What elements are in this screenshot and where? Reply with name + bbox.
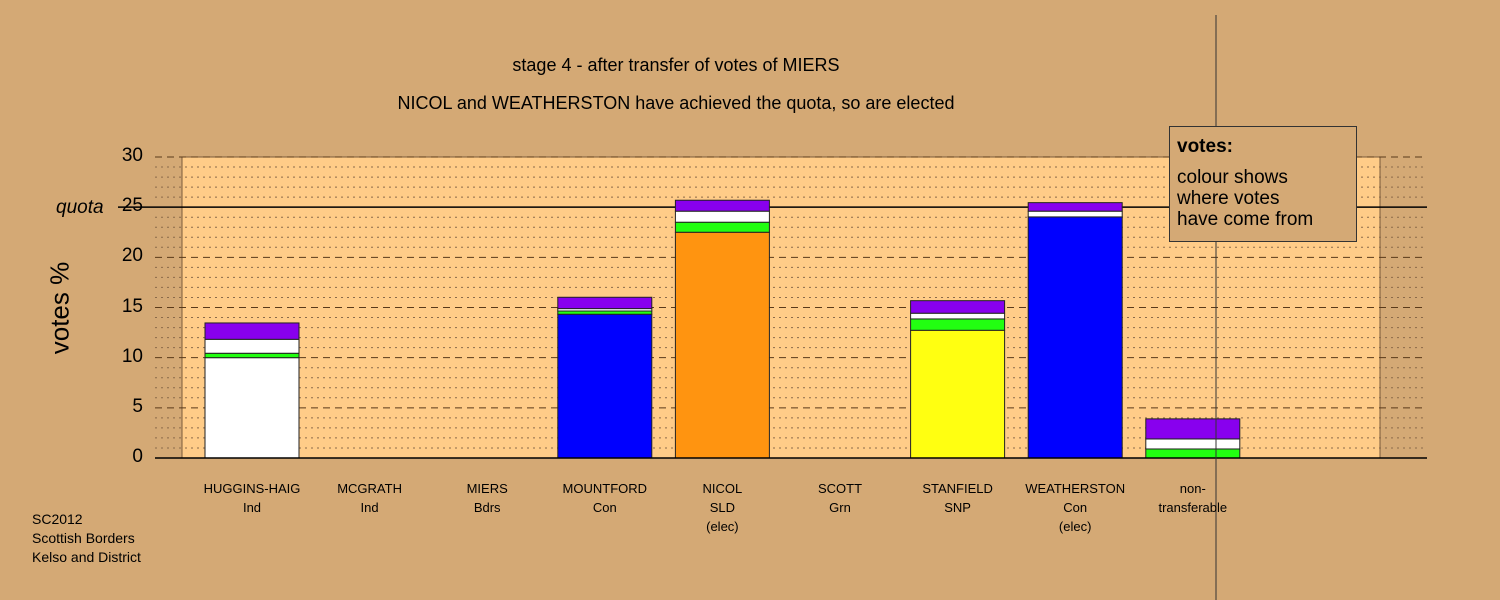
category-note: (elec) bbox=[706, 519, 739, 534]
bar-segment bbox=[204, 338, 300, 354]
bar-segment bbox=[910, 329, 1006, 459]
bar-segment bbox=[674, 210, 770, 223]
bar-segment bbox=[1027, 216, 1123, 459]
source-line: Kelso and District bbox=[32, 549, 141, 565]
category-party: SNP bbox=[944, 500, 971, 515]
y-tick-label: 20 bbox=[121, 245, 143, 267]
y-tick-label: 0 bbox=[132, 446, 143, 467]
bar-segment bbox=[204, 352, 300, 359]
y-tick-label: 10 bbox=[121, 345, 143, 367]
bar-segment bbox=[557, 313, 653, 459]
category-name: NICOL bbox=[702, 481, 743, 496]
bar-segment bbox=[204, 357, 300, 459]
category-name: WEATHERSTON bbox=[1025, 481, 1126, 496]
category-party: Ind bbox=[360, 500, 379, 515]
y-tick-label: 25 bbox=[121, 195, 143, 217]
y-tick-label: 15 bbox=[121, 295, 143, 317]
category-label: non-transferable bbox=[1133, 479, 1253, 517]
legend-heading: votes: bbox=[1177, 136, 1233, 157]
category-label: WEATHERSTON Con (elec) bbox=[1015, 479, 1135, 536]
bar-segment bbox=[557, 296, 653, 310]
y-tick-label: 30 bbox=[121, 145, 143, 166]
category-name: non- bbox=[1179, 481, 1206, 496]
category-party: SLD bbox=[709, 500, 736, 515]
source-note: SC2012 Scottish Borders Kelso and Distri… bbox=[32, 510, 141, 567]
category-party: Con bbox=[592, 500, 617, 515]
y-axis-label: votes % bbox=[44, 261, 75, 355]
category-label: SCOTT Grn bbox=[780, 479, 900, 517]
category-label: HUGGINS-HAIG Ind bbox=[192, 479, 312, 517]
legend-line: colour shows bbox=[1177, 167, 1288, 188]
quota-label: quota bbox=[56, 197, 104, 218]
bar-segment bbox=[910, 300, 1006, 314]
category-name: STANFIELD bbox=[922, 481, 993, 496]
legend-line: where votes bbox=[1177, 188, 1280, 209]
category-label: MCGRATH Ind bbox=[310, 479, 430, 517]
bar-segment bbox=[674, 231, 770, 459]
bar-segment bbox=[674, 221, 770, 233]
category-party: transferable bbox=[1158, 500, 1228, 515]
bar-segment bbox=[1145, 448, 1241, 459]
category-party: Grn bbox=[829, 500, 851, 515]
category-party: Ind bbox=[242, 500, 262, 515]
category-party: Bdrs bbox=[473, 500, 501, 515]
bar-segment bbox=[910, 312, 1006, 320]
chart-subtitle: NICOL and WEATHERSTON have achieved the … bbox=[397, 93, 955, 113]
legend: votes: colour shows where votes have com… bbox=[1169, 126, 1357, 242]
source-line: SC2012 bbox=[32, 511, 83, 527]
category-label: MIERS Bdrs bbox=[427, 479, 547, 517]
chart-title: stage 4 - after transfer of votes of MIE… bbox=[512, 55, 840, 75]
category-party: Con bbox=[1063, 500, 1088, 515]
bar-segment bbox=[1145, 418, 1241, 440]
y-tick-label: 5 bbox=[132, 395, 143, 417]
legend-line: have come from bbox=[1177, 209, 1314, 230]
category-name: HUGGINS-HAIG bbox=[203, 481, 301, 496]
bar-segment bbox=[1027, 210, 1123, 218]
category-name: SCOTT bbox=[817, 481, 863, 496]
category-note: (elec) bbox=[1058, 519, 1092, 534]
bar-segment bbox=[204, 322, 300, 340]
category-label: NICOL SLD (elec) bbox=[662, 479, 782, 536]
category-name: MCGRATH bbox=[337, 481, 402, 496]
bar-segment bbox=[910, 318, 1006, 331]
legend-body: colour shows where votes have come from bbox=[1177, 167, 1313, 230]
category-name: MOUNTFORD bbox=[562, 481, 648, 496]
category-name: MIERS bbox=[466, 481, 508, 496]
source-line: Scottish Borders bbox=[32, 530, 135, 546]
category-label: MOUNTFORD Con bbox=[545, 479, 665, 517]
bar-segment bbox=[674, 199, 770, 212]
bar-segment bbox=[1145, 438, 1241, 450]
bar-segment bbox=[1027, 202, 1123, 212]
category-label: STANFIELD SNP bbox=[898, 479, 1018, 517]
